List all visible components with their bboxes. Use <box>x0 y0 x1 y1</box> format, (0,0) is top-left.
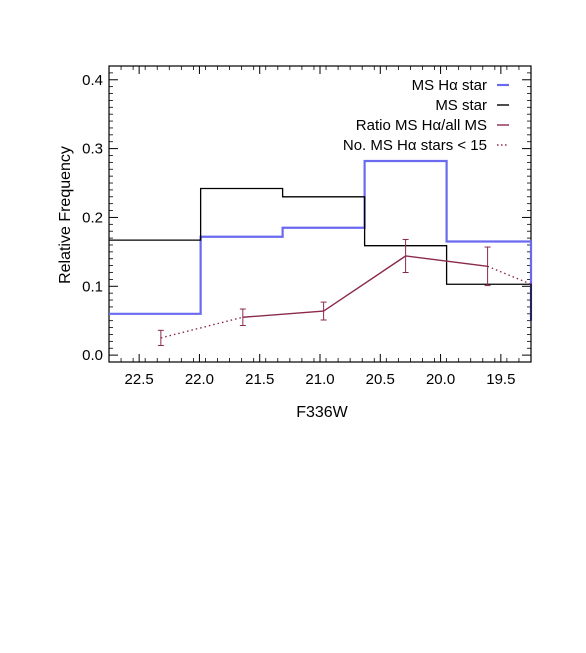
ratio-segment-dotted <box>487 265 532 285</box>
error-bar <box>402 238 409 274</box>
error-bar <box>157 329 164 346</box>
x-tick-label: 21.0 <box>305 371 334 388</box>
error-bar <box>239 308 246 327</box>
ratio-segment <box>242 310 324 318</box>
y-tick-label: 0.1 <box>82 278 103 295</box>
x-axis-label: F336W <box>296 404 348 421</box>
x-tick-label: 20.5 <box>366 371 395 388</box>
error-bar <box>320 301 327 321</box>
legend-label: Ratio MS Hα/all MS <box>356 117 487 134</box>
error-bar <box>484 246 491 287</box>
x-tick-label: 19.5 <box>486 371 515 388</box>
y-tick-label: 0.2 <box>82 209 103 226</box>
legend-label: MS star <box>435 97 487 114</box>
x-tick-label: 22.0 <box>185 371 214 388</box>
ratio-segment <box>405 255 488 268</box>
legend-label: MS Hα star <box>412 77 487 94</box>
histogram-ms-halpha <box>109 159 533 321</box>
y-tick-label: 0.3 <box>82 141 103 158</box>
histogram-ms-all <box>109 187 532 321</box>
ratio-segment-dotted <box>160 316 244 339</box>
legend-label: No. MS Hα stars < 15 <box>343 137 487 154</box>
y-tick-label: 0.4 <box>82 72 103 89</box>
x-tick-label: 21.5 <box>245 371 274 388</box>
ratio-segment <box>323 255 406 312</box>
x-tick-label: 20.0 <box>426 371 455 388</box>
y-tick-label: 0.0 <box>82 347 103 364</box>
y-axis-label: Relative Frequency <box>57 146 74 284</box>
x-tick-label: 22.5 <box>125 371 154 388</box>
